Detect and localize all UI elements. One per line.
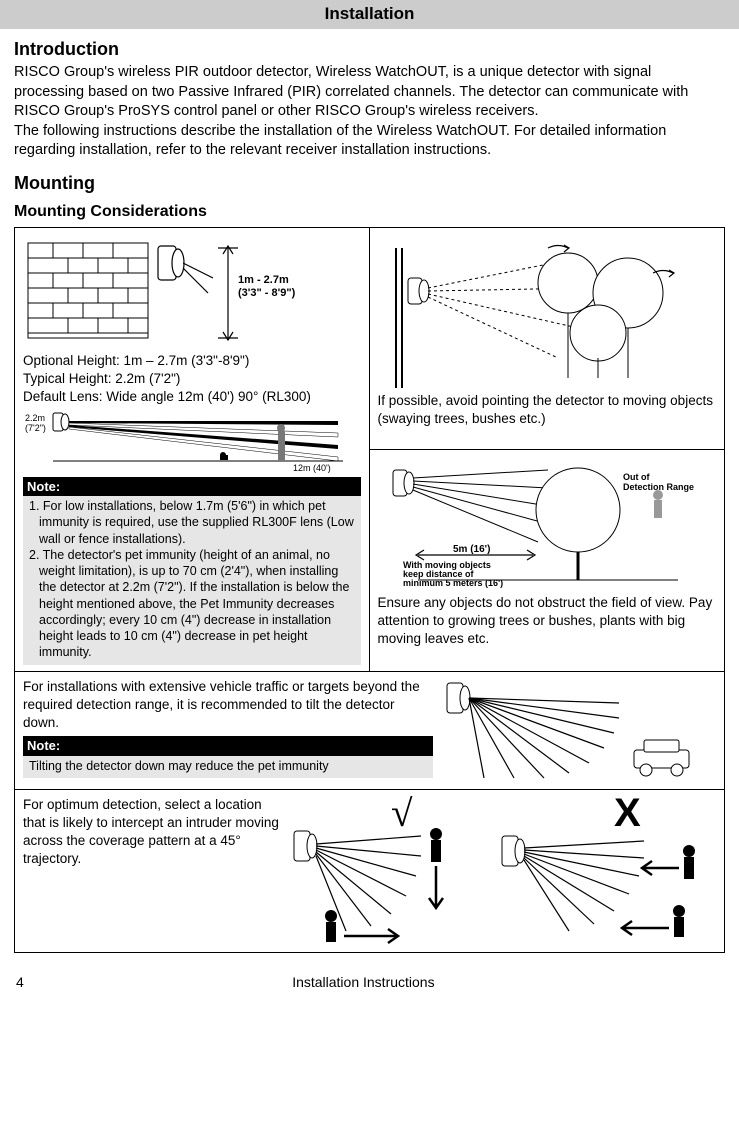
page-footer: 4 Installation Instructions — [14, 973, 725, 992]
mounting-heading: Mounting — [14, 171, 725, 195]
mounting-grid: 1m - 2.7m (3'3" - 8'9") Optional Height:… — [14, 227, 725, 953]
correct-diagram: √ — [286, 796, 486, 946]
wall-height-diagram: 1m - 2.7m (3'3" - 8'9") — [23, 238, 361, 348]
svg-text:X: X — [614, 796, 641, 835]
cell-obstruction: 5m (16') Out of Detection Range With mov… — [378, 450, 717, 665]
svg-text:minimum 5 meters (16'): minimum 5 meters (16') — [403, 578, 503, 588]
svg-text:(3'3" - 8'9"): (3'3" - 8'9") — [238, 287, 296, 299]
svg-text:Out of: Out of — [623, 472, 650, 482]
page-number: 4 — [16, 973, 24, 992]
trajectory-text: For optimum detection, select a location… — [23, 796, 286, 946]
optional-height: Optional Height: 1m – 2.7m (3'3"-8'9") — [23, 352, 361, 370]
footer-label: Installation Instructions — [292, 973, 434, 992]
intro-paragraph-2: The following instructions describe the … — [14, 122, 725, 161]
tilt-text: For installations with extensive vehicle… — [23, 678, 433, 733]
mounting-subheading: Mounting Considerations — [14, 201, 725, 223]
default-lens: Default Lens: Wide angle 12m (40') 90° (… — [23, 388, 361, 406]
incorrect-diagram: X — [494, 796, 704, 946]
svg-text:12m (40'): 12m (40') — [293, 463, 331, 473]
typical-height: Typical Height: 2.2m (7'2") — [23, 370, 361, 388]
note-block-1: Note: 1. For low installations, below 1.… — [23, 477, 361, 665]
svg-text:(7'2"): (7'2") — [25, 423, 46, 433]
cell-height-specs: 1m - 2.7m (3'3" - 8'9") Optional Height:… — [15, 228, 370, 671]
note-body-2: Tilting the detector down may reduce the… — [23, 756, 433, 778]
note-label: Note: — [23, 477, 361, 497]
note-item-1: 1. For low installations, below 1.7m (5'… — [39, 498, 355, 547]
cell-45deg: For optimum detection, select a location… — [15, 790, 724, 952]
intro-paragraph-1: RISCO Group's wireless PIR outdoor detec… — [14, 63, 725, 122]
note-block-2: Note: Tilting the detector down may redu… — [23, 736, 433, 778]
cell-tilt-down: For installations with extensive vehicle… — [15, 672, 724, 789]
avoid-trees-text: If possible, avoid pointing the detector… — [378, 392, 717, 428]
beam-pattern-diagram: 2.2m (7'2") — [23, 411, 361, 473]
svg-text:Detection Range: Detection Range — [623, 482, 694, 492]
height-range-label: 1m - 2.7m — [238, 274, 289, 286]
title-bar: Installation — [0, 0, 739, 29]
svg-text:5m (16'): 5m (16') — [453, 544, 490, 555]
svg-text:2.2m: 2.2m — [25, 413, 45, 423]
obstruction-text: Ensure any objects do not obstruct the f… — [378, 594, 717, 649]
tilt-diagram — [439, 678, 716, 783]
cell-avoid-trees: If possible, avoid pointing the detector… — [378, 234, 717, 443]
svg-text:√: √ — [391, 796, 413, 835]
intro-heading: Introduction — [14, 37, 725, 61]
note-label-2: Note: — [23, 736, 433, 756]
note-item-2: 2. The detector's pet immunity (height o… — [39, 547, 355, 661]
obstruction-diagram: 5m (16') Out of Detection Range With mov… — [378, 460, 717, 590]
trees-diagram — [378, 238, 717, 388]
